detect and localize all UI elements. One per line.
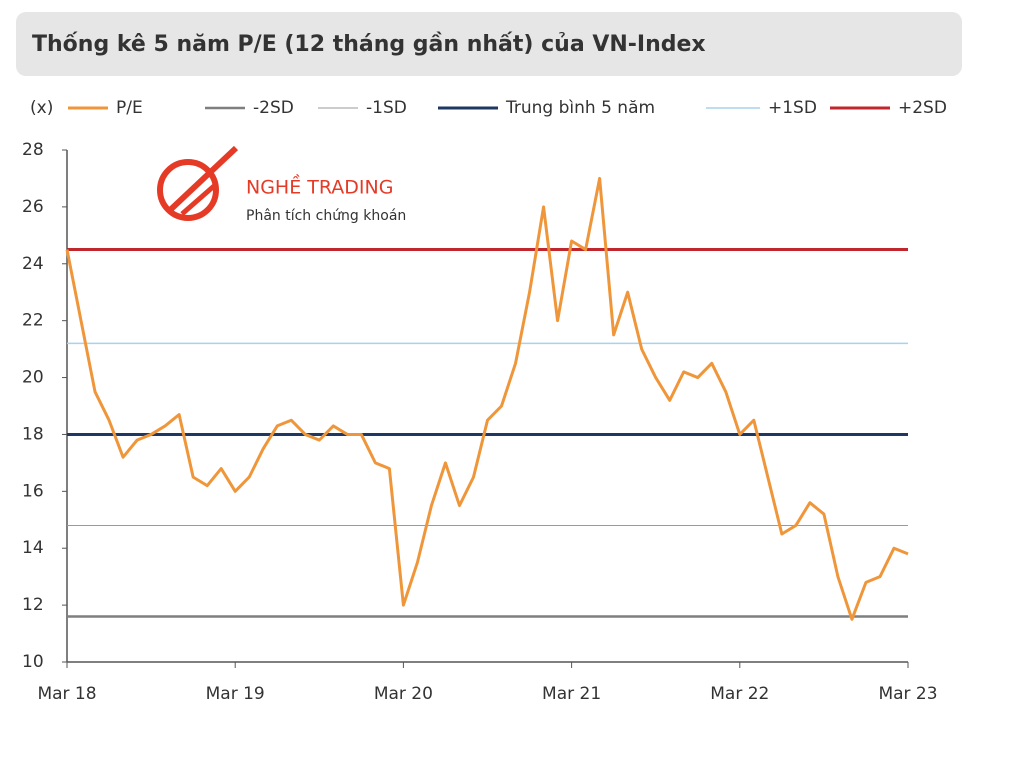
x-tick-label: Mar 23 (878, 684, 937, 704)
y-tick-label: 22 (22, 311, 44, 331)
watermark-title: NGHỀ TRADING (246, 174, 393, 199)
title-box (16, 12, 962, 76)
y-unit: (x) (30, 98, 53, 118)
x-tick-label: Mar 21 (542, 684, 601, 704)
legend-label: -1SD (366, 98, 407, 118)
x-tick-label: Mar 19 (206, 684, 265, 704)
x-tick-label: Mar 20 (374, 684, 433, 704)
logo (157, 145, 239, 221)
y-tick-label: 26 (22, 197, 44, 217)
y-tick-label: 12 (22, 595, 44, 615)
legend-label: +2SD (898, 98, 947, 118)
legend-label: +1SD (768, 98, 817, 118)
y-tick-label: 20 (22, 368, 44, 388)
x-tick-label: Mar 22 (710, 684, 769, 704)
x-tick-label: Mar 18 (37, 684, 96, 704)
legend-label: P/E (116, 98, 143, 118)
y-tick-label: 28 (22, 140, 44, 160)
y-tick-label: 18 (22, 424, 44, 444)
legend-label: Trung bình 5 năm (505, 98, 655, 118)
legend-label: -2SD (253, 98, 294, 118)
y-tick-label: 24 (22, 254, 44, 274)
line (65, 176, 909, 621)
watermark-subtitle: Phân tích chứng khoán (246, 208, 406, 224)
chart-title: Thống kê 5 năm P/E (12 tháng gần nhất) c… (32, 32, 706, 57)
y-tick-label: 14 (22, 538, 44, 558)
y-tick-label: 16 (22, 481, 44, 501)
y-tick-label: 10 (22, 652, 44, 672)
